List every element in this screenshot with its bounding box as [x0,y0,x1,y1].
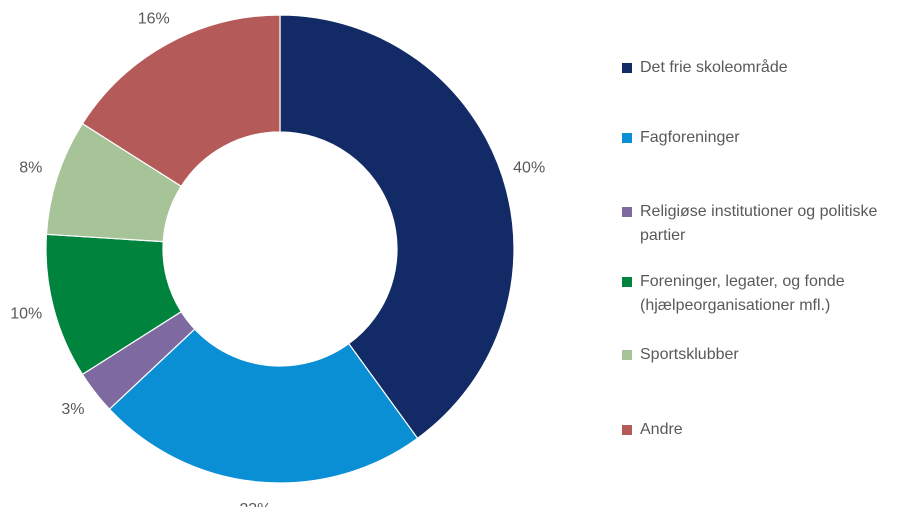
data-label: 3% [61,401,84,418]
legend-item: Foreninger, legater, og fonde (hjælpeorg… [622,270,907,318]
donut-slice [108,328,419,484]
legend-label: Fagforeninger [640,129,740,146]
legend-label: Det frie skoleområde [640,59,788,76]
legend-swatch [622,133,632,143]
legend-label: Foreninger, legater, og fonde (hjælpeorg… [640,273,845,314]
donut-slice [279,14,515,440]
data-label: 10% [10,305,42,322]
legend-swatch [622,277,632,287]
legend-item: Andre [622,418,907,442]
legend-label: Religiøse institutioner og politiske par… [640,203,878,244]
legend-item: Det frie skoleområde [622,56,907,80]
legend-label: Sportsklubber [640,346,739,363]
legend-swatch [622,207,632,217]
donut: 40% 23% 3% 10% 8% 16% [10,11,545,507]
legend-item: Religiøse institutioner og politiske par… [622,200,907,248]
legend-swatch [622,350,632,360]
legend-swatch [622,63,632,73]
data-label: 16% [138,11,170,28]
data-label: 40% [513,159,545,176]
legend-item: Fagforeninger [622,126,907,150]
donut-slice [81,14,281,188]
legend-swatch [622,425,632,435]
data-label: 8% [19,159,42,176]
legend-item: Sportsklubber [622,343,907,367]
legend-label: Andre [640,421,683,438]
data-label: 23% [239,501,271,507]
